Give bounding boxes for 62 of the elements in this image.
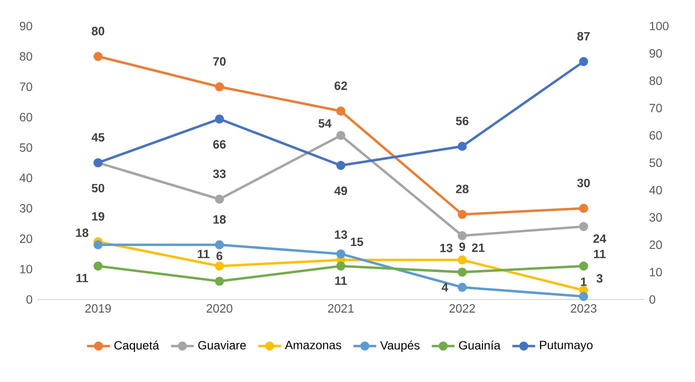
y2-tick-label: 40: [649, 186, 662, 194]
data-label: 28: [456, 184, 469, 194]
legend-label: Vaupés: [380, 340, 420, 352]
data-label: 15: [350, 238, 364, 246]
legend-label: Amazonas: [284, 340, 342, 350]
data-label: 33: [213, 170, 226, 178]
data-label: 11: [76, 274, 88, 282]
y-tick-label: 40: [20, 174, 32, 182]
data-label: 13: [334, 230, 348, 239]
data-label: 66: [213, 140, 226, 149]
y2-tick-label: 80: [650, 76, 662, 85]
y-tick-label: 0: [26, 295, 32, 304]
x-tick-label: 2021: [328, 304, 354, 313]
y-tick-label: 90: [20, 22, 32, 30]
y2-tick-label: 100: [650, 22, 669, 30]
y2-tick-label: 50: [649, 158, 662, 167]
y-tick-label: 60: [20, 112, 32, 122]
y2-tick-label: 60: [650, 131, 662, 140]
x-tick-label: 2022: [449, 304, 475, 313]
y2-tick-label: 70: [650, 104, 662, 112]
data-label: 21: [472, 243, 485, 252]
data-label: 13: [440, 244, 452, 252]
data-label: 11: [594, 250, 606, 258]
data-label: 24: [593, 234, 606, 243]
y2-tick-label: 90: [650, 49, 662, 58]
data-label: 19: [92, 212, 104, 221]
data-label: 62: [334, 81, 348, 90]
legend-label: Putumayo: [540, 340, 593, 352]
y-tick-label: 10: [20, 264, 32, 274]
data-label: 9: [459, 242, 466, 251]
data-label: 1: [581, 278, 587, 286]
y2-tick-label: 0: [649, 295, 656, 304]
y-tick-label: 80: [20, 52, 32, 61]
y-tick-label: 70: [20, 82, 32, 91]
data-label: 18: [76, 228, 88, 237]
data-label: 6: [216, 252, 222, 260]
y-tick-label: 50: [20, 143, 32, 152]
x-tick-label: 2019: [85, 304, 111, 313]
legend-label: Guaviare: [198, 340, 246, 350]
y2-tick-label: 30: [649, 213, 662, 222]
legend-label: Guainía: [459, 340, 501, 350]
data-label: 80: [92, 26, 104, 36]
data-label: 11: [198, 250, 210, 258]
x-tick-label: 2020: [206, 304, 232, 313]
y2-tick-label: 20: [650, 240, 662, 249]
data-label: 18: [214, 215, 226, 224]
y2-tick-label: 10: [650, 268, 662, 276]
data-label: 4: [442, 283, 448, 292]
data-label: 87: [577, 32, 590, 40]
x-tick-label: 2023: [570, 304, 596, 313]
data-label: 11: [335, 276, 347, 285]
data-label: 56: [456, 116, 468, 126]
data-label: 50: [92, 184, 104, 192]
data-label: 45: [92, 133, 104, 142]
legend-label: Caquetá: [114, 340, 160, 352]
data-label: 54: [318, 119, 332, 128]
data-label: 70: [213, 57, 226, 66]
y-tick-label: 30: [20, 204, 32, 212]
y-tick-label: 20: [20, 234, 32, 243]
data-label: 49: [334, 186, 348, 195]
data-label: 3: [596, 274, 603, 283]
data-label: 30: [577, 178, 590, 188]
